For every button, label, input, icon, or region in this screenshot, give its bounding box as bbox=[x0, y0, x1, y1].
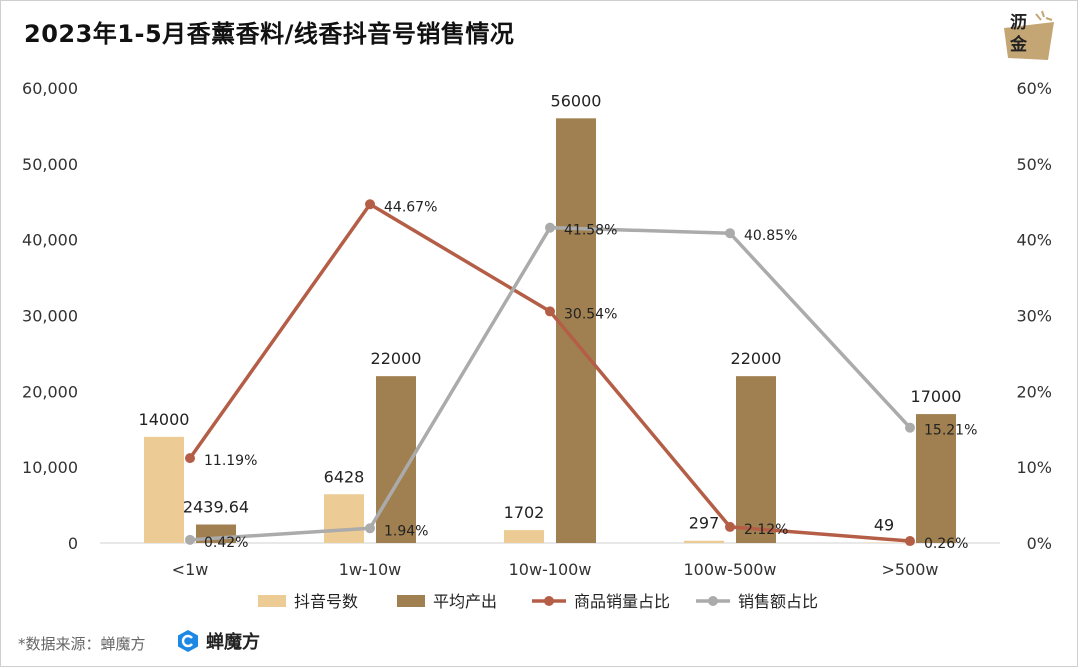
lijin-logo: 沥 金 bbox=[1004, 10, 1054, 60]
bar-accounts bbox=[144, 436, 184, 543]
x-tick-label: 10w-100w bbox=[509, 560, 592, 579]
right-axis: 0% 10% 20% 30% 40% 50% 60% bbox=[1016, 79, 1052, 553]
legend-label: 抖音号数 bbox=[294, 592, 358, 611]
left-tick-label: 0 bbox=[68, 534, 78, 553]
legend-label: 商品销量占比 bbox=[574, 592, 670, 611]
bar-value-label: 49 bbox=[874, 516, 894, 535]
data-labels: 14000 6428 1702 297 49 2439.64 22000 56000 22000… bbox=[139, 91, 978, 552]
line-point bbox=[545, 222, 555, 233]
brand-name: 蝉魔方 bbox=[206, 632, 260, 653]
logo-char-1: 沥 bbox=[1010, 13, 1027, 33]
legend-swatch bbox=[258, 595, 286, 607]
logo-shape bbox=[1004, 22, 1054, 60]
line-value-label: 2.12% bbox=[744, 522, 788, 538]
line-sales-volume-share bbox=[188, 202, 911, 543]
line-value-label: 40.85% bbox=[744, 228, 797, 244]
left-tick-label: 50,000 bbox=[22, 155, 78, 174]
bar-value-label: 6428 bbox=[324, 467, 365, 486]
bar-value-label: 56000 bbox=[551, 91, 602, 110]
right-tick-label: 20% bbox=[1016, 382, 1052, 401]
bars bbox=[144, 118, 956, 543]
line-value-label: 15.21% bbox=[924, 423, 977, 439]
line-value-label: 0.26% bbox=[924, 536, 968, 552]
bar-value-label: 17000 bbox=[911, 387, 962, 406]
bar-avg-output bbox=[736, 376, 776, 543]
line-value-label: 30.54% bbox=[564, 306, 617, 322]
legend-marker bbox=[544, 596, 554, 606]
left-tick-label: 20,000 bbox=[22, 382, 78, 401]
bar-accounts bbox=[684, 540, 724, 543]
bar-value-label: 1702 bbox=[504, 503, 545, 522]
x-tick-label: <1w bbox=[172, 560, 209, 579]
legend-label: 平均产出 bbox=[433, 592, 497, 611]
legend-marker bbox=[708, 596, 718, 606]
x-axis-ticks: <1w 1w-10w 10w-100w 100w-500w >500w bbox=[172, 560, 939, 579]
line-value-label: 0.42% bbox=[204, 535, 248, 551]
bar-avg-output bbox=[916, 414, 956, 543]
x-tick-label: 100w-500w bbox=[683, 560, 776, 579]
line-point bbox=[725, 521, 735, 532]
line-point bbox=[905, 536, 915, 547]
line-point bbox=[365, 523, 375, 534]
left-axis: 0 10,000 20,000 30,000 40,000 50,000 60,000 bbox=[22, 79, 78, 553]
lines bbox=[185, 199, 915, 547]
legend: 抖音号数 平均产出 商品销量占比 销售额占比 bbox=[258, 592, 818, 611]
line-point bbox=[185, 534, 195, 545]
x-tick-label: 1w-10w bbox=[339, 560, 401, 579]
bar-value-label: 297 bbox=[689, 514, 720, 533]
right-tick-label: 60% bbox=[1016, 79, 1052, 98]
chanmofang-icon bbox=[178, 630, 198, 652]
line-value-label: 44.67% bbox=[384, 199, 437, 215]
x-tick-label: >500w bbox=[881, 560, 938, 579]
logo-char-2: 金 bbox=[1009, 34, 1028, 55]
line-sales-amount-share bbox=[189, 225, 912, 542]
bar-accounts bbox=[504, 530, 544, 543]
left-tick-label: 60,000 bbox=[22, 79, 78, 98]
line-value-label: 11.19% bbox=[204, 453, 257, 469]
bar-avg-output bbox=[556, 118, 596, 543]
line-point bbox=[905, 422, 915, 433]
left-tick-label: 40,000 bbox=[22, 231, 78, 250]
left-tick-label: 10,000 bbox=[22, 458, 78, 477]
chart-title: 2023年1-5月香薰香料/线香抖音号销售情况 bbox=[24, 20, 515, 48]
line-point bbox=[365, 199, 375, 210]
bar-value-label: 2439.64 bbox=[183, 497, 249, 516]
bar-accounts bbox=[324, 494, 364, 543]
line-point bbox=[725, 228, 735, 239]
right-tick-label: 10% bbox=[1016, 458, 1052, 477]
line-point bbox=[185, 453, 195, 464]
right-tick-label: 0% bbox=[1027, 534, 1052, 553]
bar-value-label: 22000 bbox=[731, 349, 782, 368]
right-tick-label: 30% bbox=[1016, 307, 1052, 326]
bar-value-label: 14000 bbox=[139, 410, 190, 429]
line-point bbox=[545, 306, 555, 317]
brand-mark: 蝉魔方 bbox=[176, 628, 260, 654]
left-tick-label: 30,000 bbox=[22, 307, 78, 326]
legend-label: 销售额占比 bbox=[738, 592, 818, 611]
right-tick-label: 40% bbox=[1016, 231, 1052, 250]
legend-swatch bbox=[397, 595, 425, 607]
bar-value-label: 22000 bbox=[371, 349, 422, 368]
data-source: *数据来源：蝉魔方 bbox=[18, 635, 146, 653]
right-tick-label: 50% bbox=[1016, 155, 1052, 174]
line-value-label: 41.58% bbox=[564, 223, 617, 239]
line-value-label: 1.94% bbox=[384, 523, 428, 539]
